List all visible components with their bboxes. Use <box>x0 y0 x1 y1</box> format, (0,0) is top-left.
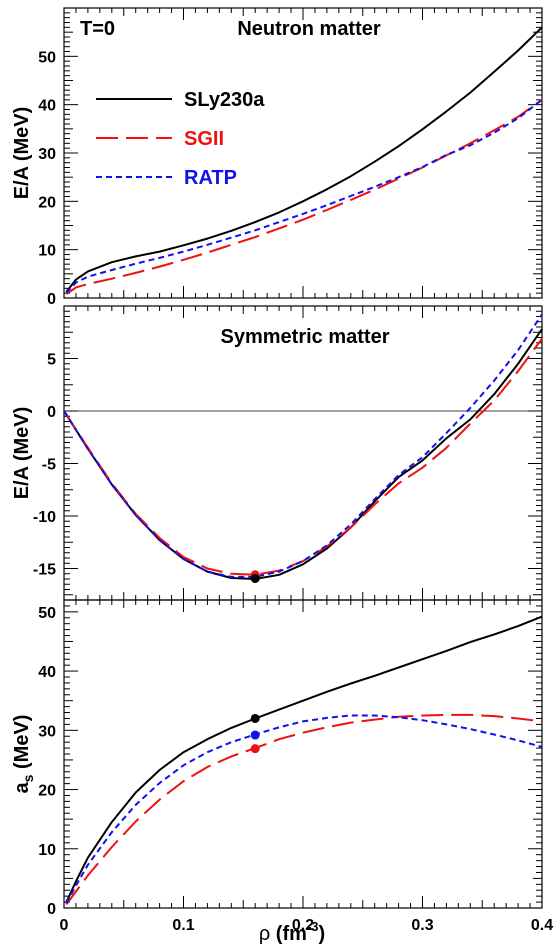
legend-label-sgii: SGII <box>184 128 224 150</box>
y-tick-label: 30 <box>38 146 56 163</box>
x-tick-label: 0.4 <box>531 917 553 934</box>
y-tick-label: 20 <box>38 194 56 211</box>
x-tick-label: 0 <box>60 917 69 934</box>
middle-curve-ratp <box>63 313 543 578</box>
x-axis-label: ρ (fm-3) <box>259 919 325 945</box>
y-tick-label: 10 <box>38 842 56 859</box>
y-tick-label: 40 <box>38 98 56 115</box>
middle-panel-frame <box>63 305 543 601</box>
y-tick-label: 50 <box>38 605 56 622</box>
y-tick-label: -10 <box>33 509 56 526</box>
bottom-curve-sgii <box>65 713 543 905</box>
y-axis-label: as (MeV) <box>11 715 36 794</box>
middle-curve-sgii <box>63 338 543 576</box>
panel-title-symmetric-matter: Symmetric matter <box>221 326 390 348</box>
top-curve-sgii <box>65 98 543 295</box>
x-tick-label: 0.2 <box>292 917 314 934</box>
y-tick-label: 0 <box>47 901 56 918</box>
middle-curve-sly230a <box>63 328 543 580</box>
legend-label-ratp: RATP <box>184 167 237 189</box>
bottom-point-sgii <box>250 744 260 754</box>
top-curve-sly230a <box>65 26 543 293</box>
top-panel-frame <box>63 7 543 299</box>
series-curves <box>63 26 543 905</box>
y-axis-label: E/A (MeV) <box>11 407 33 500</box>
axis-ticks <box>63 7 543 909</box>
temperature-annotation: T=0 <box>80 18 115 40</box>
saturation-points <box>250 570 260 754</box>
legend-label-sly230a: SLy230a <box>184 89 265 111</box>
y-tick-label: 20 <box>38 783 56 800</box>
y-axis-label: E/A (MeV) <box>11 107 33 200</box>
y-tick-label: -5 <box>42 457 56 474</box>
x-tick-label: 0.3 <box>411 917 433 934</box>
y-tick-label: 40 <box>38 664 56 681</box>
bottom-point-sly230a <box>250 713 260 723</box>
panel-title-neutron-matter: Neutron matter <box>237 18 381 40</box>
bottom-curve-ratp <box>65 714 543 904</box>
bottom-point-ratp <box>250 730 260 740</box>
y-tick-label: 0 <box>47 404 56 421</box>
bottom-panel-frame <box>63 599 543 909</box>
y-tick-label: 0 <box>47 291 56 308</box>
middle-point-sly230a <box>250 573 260 583</box>
y-tick-label: 30 <box>38 723 56 740</box>
top-curve-ratp <box>65 99 543 294</box>
bottom-curve-sly230a <box>65 615 543 903</box>
y-tick-label: 50 <box>38 49 56 66</box>
y-tick-label: 5 <box>47 352 56 369</box>
x-tick-label: 0.1 <box>172 917 194 934</box>
y-tick-label: -15 <box>33 562 56 579</box>
y-tick-label: 10 <box>38 243 56 260</box>
